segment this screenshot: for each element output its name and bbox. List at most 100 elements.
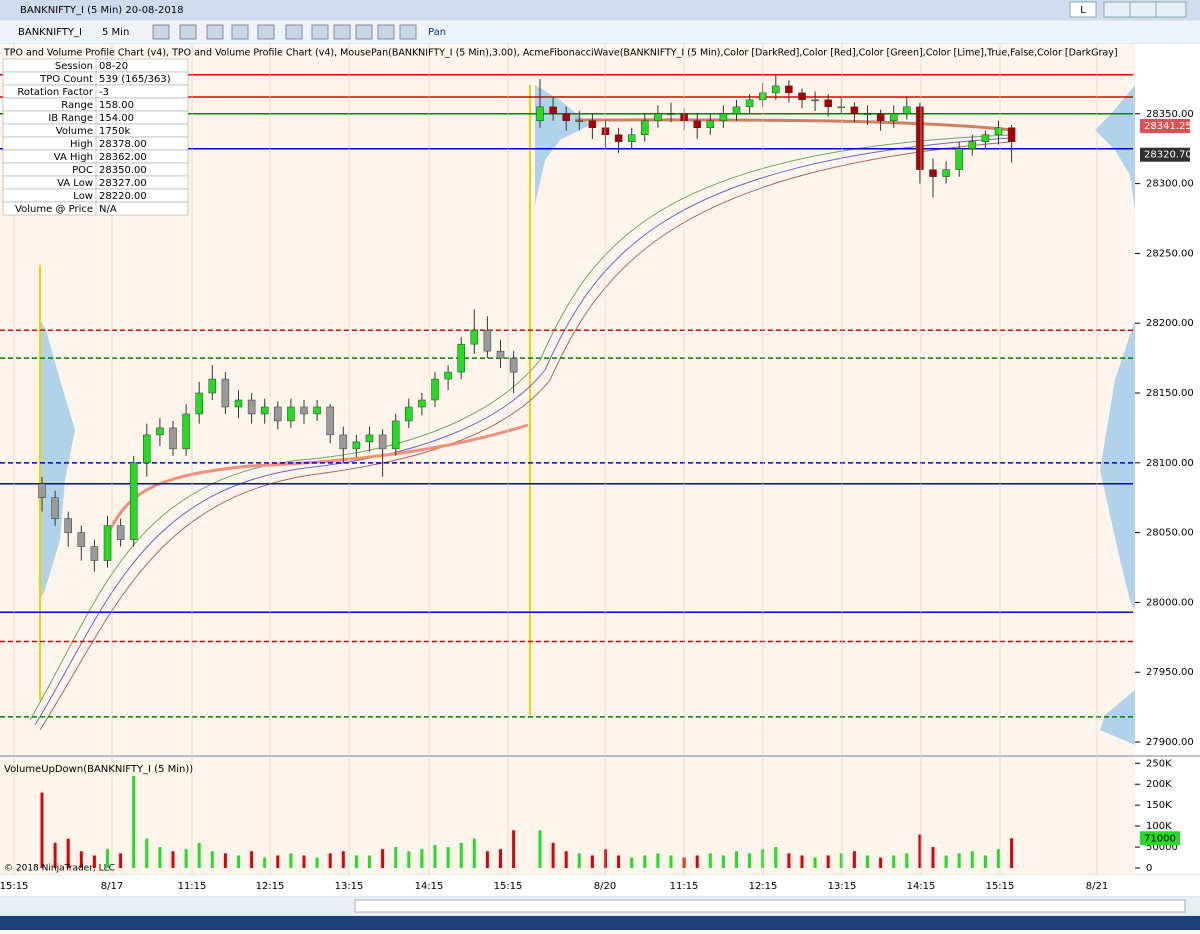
tool[interactable] bbox=[333, 24, 351, 40]
volume-bar bbox=[276, 855, 280, 868]
candle-body bbox=[143, 434, 151, 464]
volume-bar bbox=[787, 853, 791, 868]
volume-tick-label: 150K bbox=[1146, 800, 1172, 811]
price-tick-label: 27950.00 bbox=[1146, 667, 1194, 678]
volume-bar bbox=[643, 855, 647, 868]
volume-bar bbox=[289, 853, 293, 868]
fibonacci-bands bbox=[29, 118, 1013, 731]
price-tick-label: 28350.00 bbox=[1146, 109, 1194, 120]
time-label: 8/17 bbox=[101, 881, 123, 892]
volume-bar bbox=[446, 847, 450, 868]
info-row bbox=[2, 149, 189, 164]
volume-bar bbox=[132, 775, 136, 868]
candle-body bbox=[431, 378, 439, 401]
close[interactable] bbox=[1155, 1, 1187, 18]
info-value: 28362.00 bbox=[99, 152, 147, 163]
scroll-thumb[interactable] bbox=[354, 899, 1186, 913]
info-value: 28350.00 bbox=[99, 165, 147, 176]
volume-title: VolumeUpDown(BANKNIFTY_I (5 Min)) bbox=[4, 764, 193, 775]
maximize[interactable] bbox=[1129, 1, 1157, 18]
info-row bbox=[2, 175, 189, 190]
time-label: 15:15 bbox=[986, 881, 1015, 892]
info-value: -3 bbox=[99, 87, 109, 98]
tool[interactable] bbox=[311, 24, 329, 40]
tool[interactable] bbox=[377, 24, 395, 40]
candle-body bbox=[116, 525, 125, 540]
volume-bar bbox=[564, 851, 568, 868]
volume-bar bbox=[905, 853, 909, 868]
interval-select[interactable]: 5 Min bbox=[102, 27, 129, 38]
time-label: 12:15 bbox=[749, 881, 778, 892]
volume-bar bbox=[302, 855, 306, 868]
l-button[interactable] bbox=[1069, 1, 1097, 18]
volume-bar bbox=[66, 838, 70, 868]
candle-body bbox=[732, 106, 741, 115]
volume-bar bbox=[472, 838, 476, 868]
time-axis bbox=[0, 875, 1200, 896]
tool[interactable] bbox=[257, 24, 275, 40]
band bbox=[34, 137, 1011, 726]
volume-tick-label: 250K bbox=[1146, 758, 1172, 769]
candle-body bbox=[903, 106, 911, 115]
time-label: 8/21 bbox=[1086, 881, 1108, 892]
volume-bar bbox=[210, 851, 214, 868]
pan-button[interactable]: Pan bbox=[428, 27, 446, 38]
volume-bar bbox=[1010, 838, 1014, 868]
candle-body bbox=[1007, 127, 1016, 142]
price-tick-label: 27900.00 bbox=[1146, 737, 1194, 748]
volume-bar bbox=[485, 851, 489, 868]
tool[interactable] bbox=[355, 24, 373, 40]
volume-bar bbox=[708, 853, 712, 868]
candle-body bbox=[496, 350, 505, 359]
taskbar bbox=[0, 916, 1200, 930]
tool[interactable] bbox=[231, 24, 249, 40]
volume-bar bbox=[53, 842, 57, 868]
toolbar-icons bbox=[152, 24, 417, 40]
candle-body bbox=[850, 106, 859, 115]
candle-body bbox=[889, 113, 898, 122]
candle-body bbox=[785, 85, 793, 94]
time-label: 14:15 bbox=[907, 881, 936, 892]
info-value: 08-20 bbox=[99, 61, 128, 72]
window-title: BANKNIFTY_I (5 Min) 20-08-2018 bbox=[20, 5, 183, 16]
chart-layer: 28350.00 28300.00 28250.00 28200.00 28150.00… bbox=[0, 44, 1194, 892]
profile bbox=[1095, 85, 1135, 210]
volume-bar bbox=[512, 830, 516, 868]
tool[interactable] bbox=[285, 24, 303, 40]
tool[interactable] bbox=[152, 24, 170, 40]
candle-body bbox=[156, 427, 164, 436]
volume-bar bbox=[197, 842, 201, 868]
candle-body bbox=[601, 127, 610, 135]
info-label: Rotation Factor bbox=[17, 87, 93, 98]
candle-body bbox=[313, 406, 321, 415]
volume-bar bbox=[158, 847, 162, 868]
volume-tag bbox=[1140, 831, 1180, 846]
info-value: 158.00 bbox=[99, 100, 134, 111]
info-row bbox=[2, 97, 189, 112]
candle-body bbox=[182, 413, 190, 450]
tool[interactable] bbox=[179, 24, 197, 40]
candle-body bbox=[77, 532, 86, 547]
candle-body bbox=[470, 329, 479, 345]
volume-bar bbox=[341, 851, 345, 868]
candle-body bbox=[627, 134, 636, 142]
tool[interactable] bbox=[399, 24, 417, 40]
candle-body bbox=[509, 357, 518, 373]
info-label: Volume bbox=[56, 126, 93, 137]
candle-body bbox=[575, 120, 584, 123]
price-tick-label: 28100.00 bbox=[1146, 458, 1194, 469]
candle-body bbox=[64, 518, 72, 533]
instrument-select[interactable]: BANKNIFTY_I bbox=[18, 27, 82, 38]
minimize[interactable] bbox=[1103, 1, 1131, 18]
candle-body bbox=[876, 113, 885, 122]
tool[interactable] bbox=[206, 24, 224, 40]
volume-bar bbox=[119, 853, 123, 868]
price-tag bbox=[1140, 147, 1190, 162]
volume-bar bbox=[459, 842, 463, 868]
volume-bar bbox=[499, 849, 502, 868]
candle-body bbox=[221, 378, 230, 408]
time-label: 11:15 bbox=[670, 881, 699, 892]
info-label: Volume @ Price bbox=[15, 204, 93, 215]
candle-body bbox=[929, 169, 937, 177]
candle-body bbox=[129, 462, 138, 540]
